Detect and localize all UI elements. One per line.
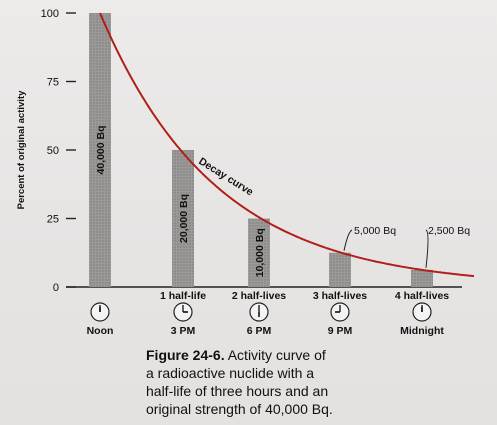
caption-text: Activity curve of a radioactive nuclide … <box>146 347 333 417</box>
bar-1 <box>172 150 194 287</box>
y-tick-label: 0 <box>53 282 59 294</box>
figure-caption: Figure 24-6. Activity curve of a radioac… <box>146 346 336 418</box>
callout-line-3 <box>343 229 353 251</box>
y-tick-label: 75 <box>47 77 59 89</box>
bars: 40,000 Bq 20,000 Bq 10,000 Bq 5,000 Bq 2,500… <box>89 13 470 287</box>
category-label-2: 2 half-lives <box>232 290 286 302</box>
time-label-1: 3 PM <box>171 325 196 337</box>
bar-label-0: 40,000 Bq <box>95 125 107 174</box>
x-axis-labels: 1 half-life 2 half-lives 3 half-lives 4 hal… <box>160 290 449 302</box>
bar-label-2: 10,000 Bq <box>254 228 266 277</box>
clock-3pm-icon <box>173 302 193 322</box>
category-label-1: 1 half-life <box>160 290 206 302</box>
category-label-4: 4 half-lives <box>395 290 449 302</box>
callout-line-4 <box>425 229 429 268</box>
bar-3 <box>329 252 351 287</box>
bar-0 <box>89 13 111 287</box>
clock-noon-icon <box>90 302 110 322</box>
bar-4 <box>411 269 433 287</box>
y-axis-label: Percent of original activity <box>16 90 27 209</box>
decay-curve <box>99 12 475 278</box>
y-axis: 0 25 50 75 100 Percent of original activity <box>16 8 462 294</box>
y-tick-label: 50 <box>47 145 59 157</box>
clock-6pm-icon <box>249 302 269 322</box>
category-label-3: 3 half-lives <box>313 290 367 302</box>
bar-label-4: 2,500 Bq <box>428 225 470 237</box>
decay-curve-group: Decay curve <box>99 12 475 278</box>
clock-midnight-icon <box>412 302 432 322</box>
time-label-0: Noon <box>87 325 114 337</box>
y-tick-label: 25 <box>47 214 59 226</box>
figure-number: Figure 24-6. <box>146 347 225 363</box>
y-tick-label: 100 <box>41 8 59 20</box>
time-label-3: 9 PM <box>328 325 353 337</box>
time-label-2: 6 PM <box>247 325 272 337</box>
time-label-4: Midnight <box>400 325 444 337</box>
bar-2 <box>248 218 270 287</box>
bar-label-3: 5,000 Bq <box>354 225 396 237</box>
clock-9pm-icon <box>330 302 350 322</box>
clocks: Noon 3 PM 6 PM 9 PM Midnight <box>87 302 444 337</box>
bar-label-1: 20,000 Bq <box>178 194 190 243</box>
